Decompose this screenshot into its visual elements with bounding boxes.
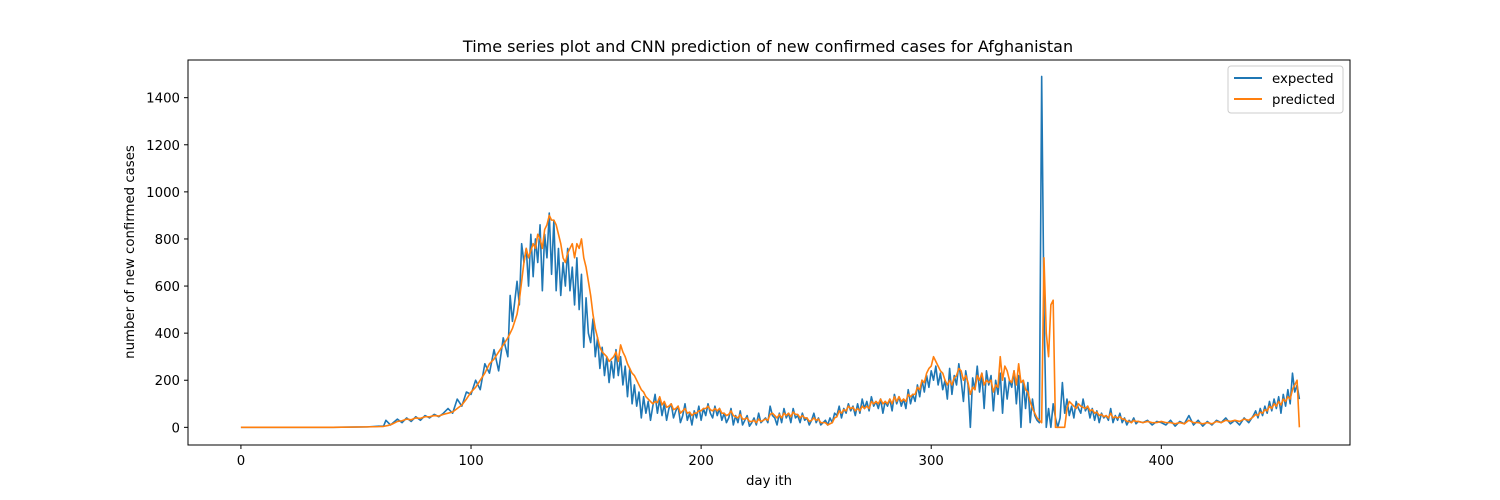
x-tick-label: 100 <box>458 454 483 469</box>
y-axis-title: number of new confirmed cases <box>123 145 138 359</box>
y-tick-label: 1400 <box>146 92 180 107</box>
plot-frame <box>187 59 1351 446</box>
y-tick-label: 600 <box>155 280 180 295</box>
x-tick-label: 0 <box>237 454 245 469</box>
x-tick-label: 400 <box>1149 454 1174 469</box>
y-axis: 0 200 400 600 800 1000 1200 1400 <box>146 92 188 436</box>
plot-area <box>187 59 1351 446</box>
y-tick-label: 800 <box>155 233 180 248</box>
y-tick-label: 1000 <box>146 186 180 201</box>
legend: expected predicted <box>1227 65 1344 114</box>
series-line-predicted <box>240 214 1301 429</box>
y-tick-label: 400 <box>155 327 180 342</box>
legend-label-predicted: predicted <box>1272 93 1335 108</box>
series-layer <box>240 75 1301 429</box>
x-tick-label: 300 <box>919 454 944 469</box>
x-tick-label: 200 <box>688 454 713 469</box>
x-axis-title: day ith <box>746 474 792 489</box>
y-tick-label: 200 <box>155 374 180 389</box>
x-axis: 0 100 200 300 400 <box>237 445 1174 469</box>
y-tick-label: 1200 <box>146 139 180 154</box>
series-line-expected <box>240 75 1301 429</box>
legend-label-expected: expected <box>1272 72 1334 87</box>
chart-title: Time series plot and CNN prediction of n… <box>462 37 1073 56</box>
y-tick-label: 0 <box>172 421 180 436</box>
